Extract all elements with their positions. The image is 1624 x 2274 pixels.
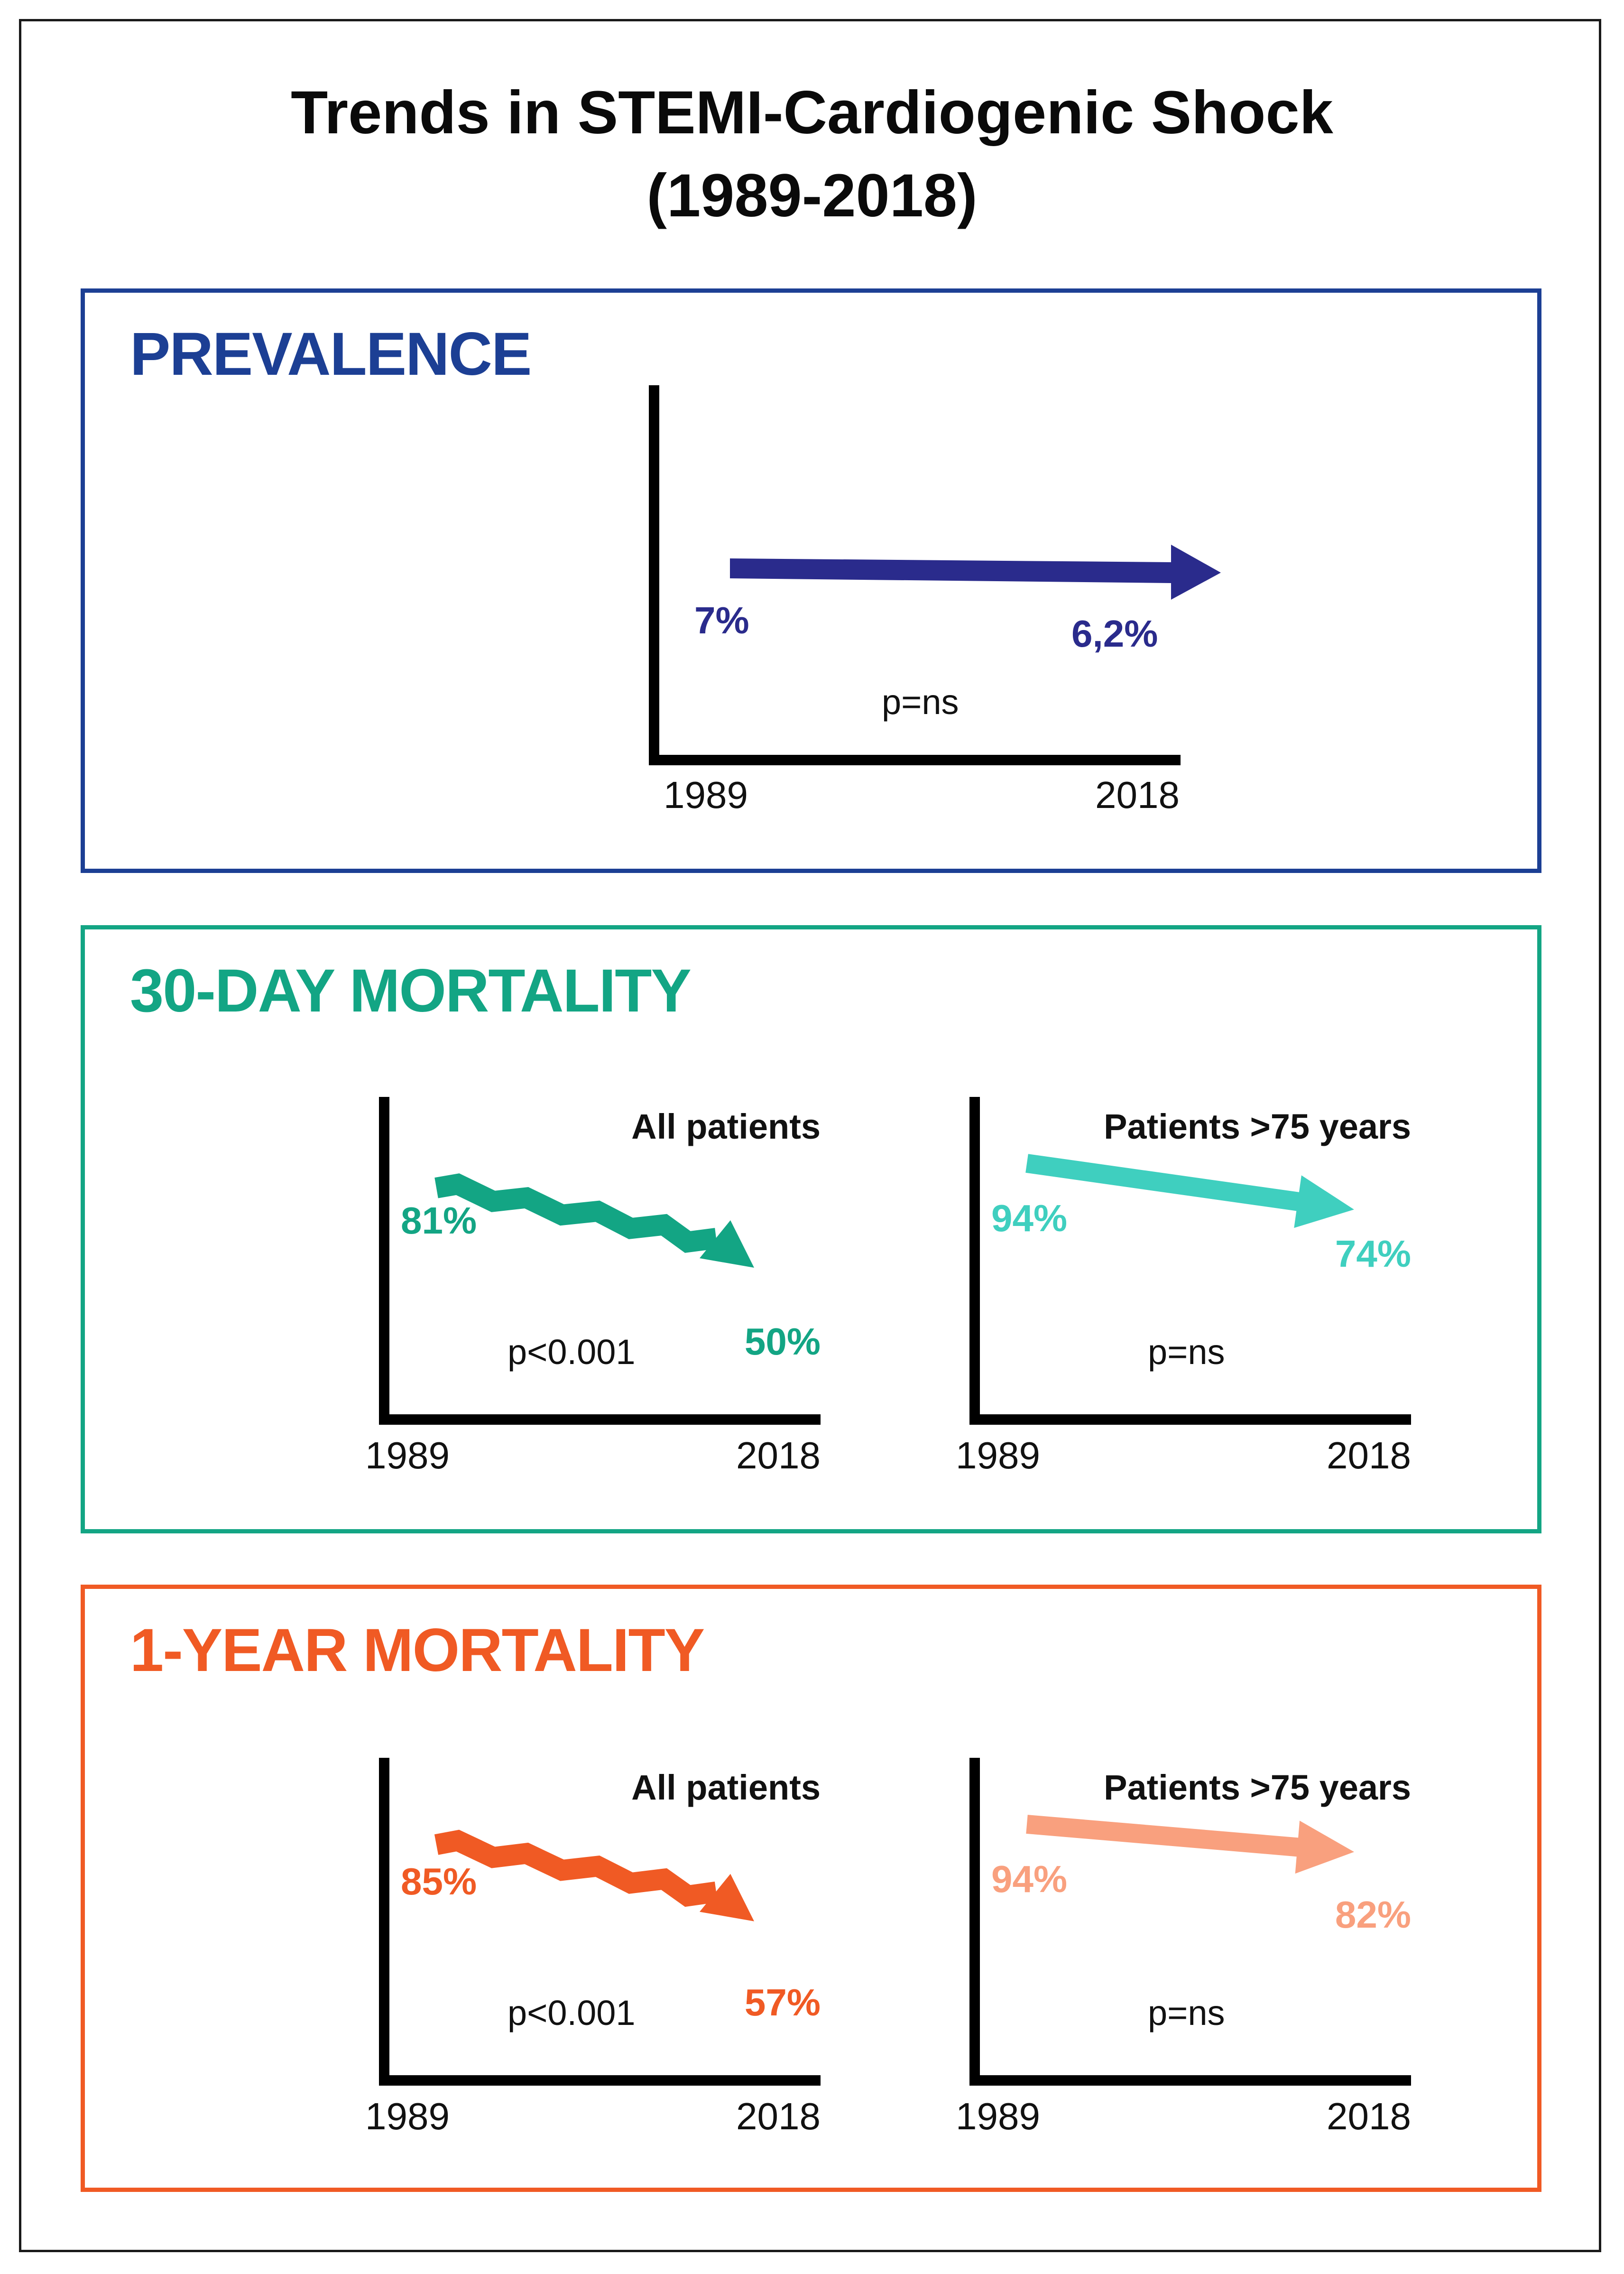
mortality1y-all-x-start: 1989: [365, 2095, 450, 2137]
mortality1y-elderly-x-end: 2018: [1327, 2095, 1411, 2137]
mortality30-all-p-value: p<0.001: [508, 1332, 636, 1372]
mortality30-elderly-chart: Patients >75 years 94% 74% p=ns 1989 2018: [956, 1097, 1430, 1486]
mortality30-all-trend-line: [434, 1173, 718, 1253]
prevalence-heading: PREVALENCE: [130, 320, 532, 388]
prevalence-chart-svg: [649, 385, 1221, 765]
mortality30-heading: 30-DAY MORTALITY: [130, 957, 692, 1025]
outer-frame: [19, 19, 1601, 2252]
mortality1y-all-axes: [379, 1758, 821, 2086]
mortality1y-elderly-p-value: p=ns: [1148, 1993, 1225, 2033]
mortality30-all-axes: [379, 1097, 821, 1425]
prevalence-x-end: 2018: [1095, 774, 1180, 816]
prevalence-p-value: p=ns: [882, 682, 959, 722]
page-title: Trends in STEMI-Cardiogenic Shock (1989-…: [0, 71, 1624, 237]
mortality1y-all-trend-arrowhead: [700, 1874, 754, 1921]
mortality30-elderly-chart-svg: [969, 1097, 1411, 1425]
prevalence-trend-arrow: [730, 545, 1221, 600]
prevalence-start-value: 7%: [694, 599, 749, 641]
title-line-2: (1989-2018): [646, 162, 978, 230]
mortality30-panel: 30-DAY MORTALITY: [81, 925, 1541, 1533]
mortality1y-heading: 1-YEAR MORTALITY: [130, 1616, 705, 1684]
mortality30-elderly-x-start: 1989: [956, 1434, 1040, 1476]
mortality1y-all-subtitle: All patients: [631, 1768, 821, 1807]
mortality30-all-x-start: 1989: [365, 1434, 450, 1476]
mortality30-all-start-value: 81%: [401, 1199, 477, 1242]
mortality1y-all-p-value: p<0.001: [508, 1993, 636, 2033]
mortality30-elderly-end-value: 74%: [1335, 1233, 1411, 1275]
mortality1y-elderly-axes: [969, 1758, 1411, 2086]
mortality30-elderly-p-value: p=ns: [1148, 1332, 1225, 1372]
mortality1y-elderly-start-value: 94%: [991, 1858, 1068, 1900]
mortality30-elderly-subtitle: Patients >75 years: [1104, 1107, 1411, 1146]
mortality30-elderly-x-end: 2018: [1327, 1434, 1411, 1476]
mortality30-elderly-axes: [969, 1097, 1411, 1425]
prevalence-axes: [649, 385, 1181, 765]
mortality1y-elderly-end-value: 82%: [1335, 1893, 1411, 1936]
mortality1y-elderly-chart-svg: [969, 1758, 1411, 2086]
mortality1y-elderly-x-start: 1989: [956, 2095, 1040, 2137]
mortality30-elderly-trend-arrow: [1025, 1154, 1354, 1228]
title-line-1: Trends in STEMI-Cardiogenic Shock: [291, 79, 1333, 147]
mortality1y-all-chart: All patients 85% 57% p<0.001 1989 2018: [365, 1758, 840, 2147]
prevalence-chart: 7% 6,2% p=ns: [649, 385, 1271, 765]
mortality1y-all-start-value: 85%: [401, 1860, 477, 1903]
mortality1y-elderly-subtitle: Patients >75 years: [1104, 1768, 1411, 1807]
mortality1y-all-end-value: 57%: [744, 1981, 821, 2023]
mortality1y-panel: 1-YEAR MORTALITY: [81, 1585, 1541, 2192]
mortality30-elderly-start-value: 94%: [991, 1197, 1068, 1239]
mortality30-all-subtitle: All patients: [631, 1107, 821, 1146]
mortality30-all-chart-svg: [379, 1097, 821, 1425]
prevalence-x-start: 1989: [664, 774, 748, 816]
mortality1y-all-x-end: 2018: [736, 2095, 821, 2137]
mortality30-all-x-end: 2018: [736, 1434, 821, 1476]
mortality1y-elderly-chart: Patients >75 years 94% 82% p=ns 1989 2018: [956, 1758, 1430, 2147]
prevalence-panel: PREVALENCE 7% 6,2% p=ns 1989 2018: [81, 288, 1541, 873]
mortality30-all-trend-arrowhead: [700, 1220, 754, 1268]
mortality1y-elderly-trend-arrow: [1026, 1815, 1354, 1874]
prevalence-end-value: 6,2%: [1071, 613, 1158, 655]
mortality30-all-end-value: 50%: [744, 1320, 821, 1363]
mortality1y-all-chart-svg: [379, 1758, 821, 2086]
mortality30-all-chart: All patients 81% 50% p<0.001 1989 2018: [365, 1097, 840, 1486]
mortality1y-all-trend-line: [434, 1829, 718, 1907]
